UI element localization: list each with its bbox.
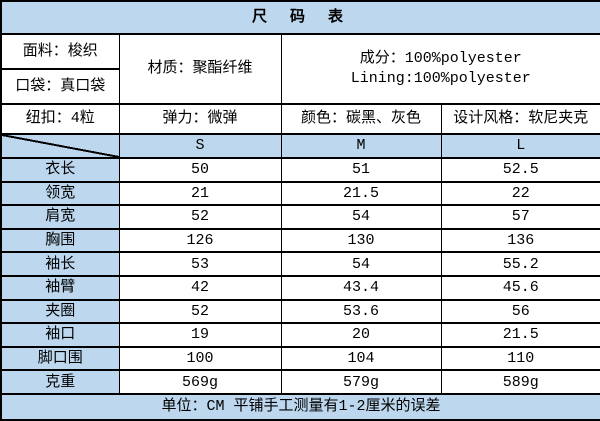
size-col-header-m: M <box>280 133 442 159</box>
cell-value: 130 <box>280 227 442 254</box>
info-composition: 成分：100%polyester Lining:100%polyester <box>280 33 600 105</box>
cell-value: 51 <box>280 157 442 183</box>
cell-value: 52.5 <box>440 157 600 183</box>
cell-value: 52 <box>118 204 282 230</box>
info-design-style: 设计风格：软尼夹克 <box>440 103 600 135</box>
info-row-pocket: 口袋：真口袋 <box>0 68 600 105</box>
info-material: 材质：聚酯纤维 <box>118 33 282 105</box>
row-label: 袖口 <box>0 322 120 348</box>
cell-value: 53.6 <box>280 298 442 325</box>
footer-note: 单位：CM 平铺手工测量有1-2厘米的误差 <box>0 393 600 421</box>
info-pocket: 口袋：真口袋 <box>0 68 120 105</box>
cell-value: 43.4 <box>280 274 442 301</box>
table-row-lingkuan: 领宽 21 21.5 22 <box>0 180 600 207</box>
size-col-header-l: L <box>440 133 600 159</box>
size-header-row: S M L <box>0 133 600 159</box>
cell-value: 54 <box>280 251 442 277</box>
cell-value: 55.2 <box>440 251 600 277</box>
cell-value: 569g <box>118 369 282 395</box>
cell-value: 57 <box>440 204 600 230</box>
size-col-header-s: S <box>118 133 282 159</box>
row-label: 袖臂 <box>0 274 120 301</box>
diagonal-corner-cell <box>0 133 120 159</box>
info-row-fabric: 面料：梭织 材质：聚酯纤维 成分：100%polyester Lining:10… <box>0 33 600 105</box>
cell-value: 45.6 <box>440 274 600 301</box>
cell-value: 54 <box>280 204 442 230</box>
cell-value: 52 <box>118 298 282 325</box>
row-label: 衣长 <box>0 157 120 183</box>
cell-value: 104 <box>280 345 442 372</box>
cell-value: 100 <box>118 345 282 372</box>
row-label: 领宽 <box>0 180 120 207</box>
info-color: 颜色：碳黑、灰色 <box>280 103 442 135</box>
cell-value: 589g <box>440 369 600 395</box>
cell-value: 579g <box>280 369 442 395</box>
cell-value: 21.5 <box>280 180 442 207</box>
table-row-xiuchang: 袖长 53 54 55.2 <box>0 251 600 277</box>
cell-value: 20 <box>280 322 442 348</box>
cell-value: 50 <box>118 157 282 183</box>
cell-value: 21.5 <box>440 322 600 348</box>
table-row-jiaokouwei: 脚口围 100 104 110 <box>0 345 600 372</box>
info-composition-line2: Lining:100%polyester <box>350 70 531 87</box>
cell-value: 19 <box>118 322 282 348</box>
title-row: 尺 码 表 <box>0 0 600 35</box>
info-row-details: 纽扣：4粒 弹力：微弹 颜色：碳黑、灰色 设计风格：软尼夹克 <box>0 103 600 135</box>
row-label: 脚口围 <box>0 345 120 372</box>
info-fabric: 面料：梭织 <box>0 33 120 70</box>
table-row-xiukou: 袖口 19 20 21.5 <box>0 322 600 348</box>
cell-value: 53 <box>118 251 282 277</box>
cell-value: 136 <box>440 227 600 254</box>
cell-value: 56 <box>440 298 600 325</box>
row-label: 夹圈 <box>0 298 120 325</box>
cell-value: 42 <box>118 274 282 301</box>
table-row-yichang: 衣长 50 51 52.5 <box>0 157 600 183</box>
table-row-jiaquan: 夹圈 52 53.6 56 <box>0 298 600 325</box>
table-row-xiongwei: 胸围 126 130 136 <box>0 227 600 254</box>
table-row-jiankuan: 肩宽 52 54 57 <box>0 204 600 230</box>
info-composition-line1: 成分：100%polyester <box>359 49 522 67</box>
table-row-xiubi: 袖臂 42 43.4 45.6 <box>0 274 600 301</box>
row-label: 肩宽 <box>0 204 120 230</box>
info-elastic: 弹力：微弹 <box>118 103 282 135</box>
page-title: 尺 码 表 <box>0 0 600 35</box>
cell-value: 110 <box>440 345 600 372</box>
footer-row: 单位：CM 平铺手工测量有1-2厘米的误差 <box>0 393 600 421</box>
row-label: 克重 <box>0 369 120 395</box>
cell-value: 22 <box>440 180 600 207</box>
row-label: 胸围 <box>0 227 120 254</box>
table-row-kezhong: 克重 569g 579g 589g <box>0 369 600 395</box>
cell-value: 126 <box>118 227 282 254</box>
cell-value: 21 <box>118 180 282 207</box>
info-buttons: 纽扣：4粒 <box>0 103 120 135</box>
row-label: 袖长 <box>0 251 120 277</box>
